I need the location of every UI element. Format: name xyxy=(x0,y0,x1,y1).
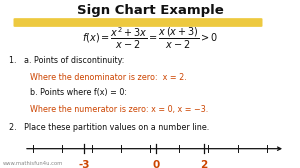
Text: 1.   a. Points of discontinuity:: 1. a. Points of discontinuity: xyxy=(9,56,124,65)
Text: $f(x) = \dfrac{x^2 + 3x}{x - 2} = \dfrac{x\,(x + 3)}{x - 2} > 0$: $f(x) = \dfrac{x^2 + 3x}{x - 2} = \dfrac… xyxy=(82,26,218,51)
Text: Sign Chart Example: Sign Chart Example xyxy=(76,4,224,17)
Text: 2.   Place these partition values on a number line.: 2. Place these partition values on a num… xyxy=(9,123,209,133)
Text: www.mathisfun4u.com: www.mathisfun4u.com xyxy=(3,161,63,166)
Text: b. Points where f(x) = 0:: b. Points where f(x) = 0: xyxy=(30,88,127,97)
Text: -3: -3 xyxy=(78,160,90,168)
FancyBboxPatch shape xyxy=(14,18,262,27)
Text: Where the numerator is zero: x = 0, x = −3.: Where the numerator is zero: x = 0, x = … xyxy=(30,105,208,114)
Text: 0: 0 xyxy=(152,160,160,168)
Text: 2: 2 xyxy=(200,160,208,168)
Text: Where the denominator is zero:  x = 2.: Where the denominator is zero: x = 2. xyxy=(30,73,187,82)
